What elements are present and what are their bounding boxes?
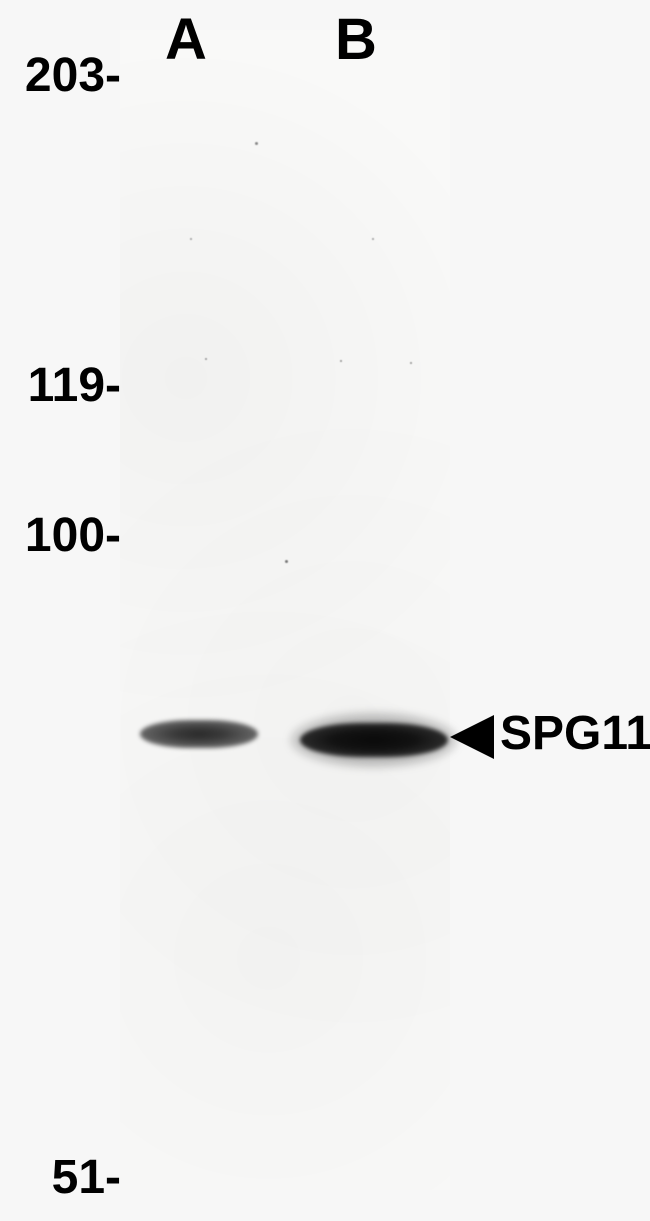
membrane-grain: [120, 30, 450, 1190]
western-blot-figure: A B 203- 119- 100- 51- SPG11: [0, 0, 650, 1221]
mw-marker-203: 203-: [11, 48, 121, 103]
lane-a-header: A: [165, 6, 207, 73]
mw-marker-51: 51-: [11, 1150, 121, 1205]
band-lane-a-spg11: [140, 720, 258, 748]
speck: [255, 142, 258, 145]
mw-marker-119: 119-: [11, 358, 121, 413]
speck: [340, 360, 342, 362]
blot-membrane: [120, 30, 450, 1190]
lane-b-header: B: [335, 6, 377, 73]
speck: [190, 238, 192, 240]
spg11-label: SPG11: [500, 706, 650, 761]
spg11-pointer-arrow: [450, 715, 494, 759]
mw-marker-100: 100-: [11, 508, 121, 563]
speck: [372, 238, 374, 240]
speck: [285, 560, 288, 563]
speck: [410, 362, 412, 364]
band-lane-b-spg11: [300, 723, 448, 757]
speck: [205, 358, 207, 360]
